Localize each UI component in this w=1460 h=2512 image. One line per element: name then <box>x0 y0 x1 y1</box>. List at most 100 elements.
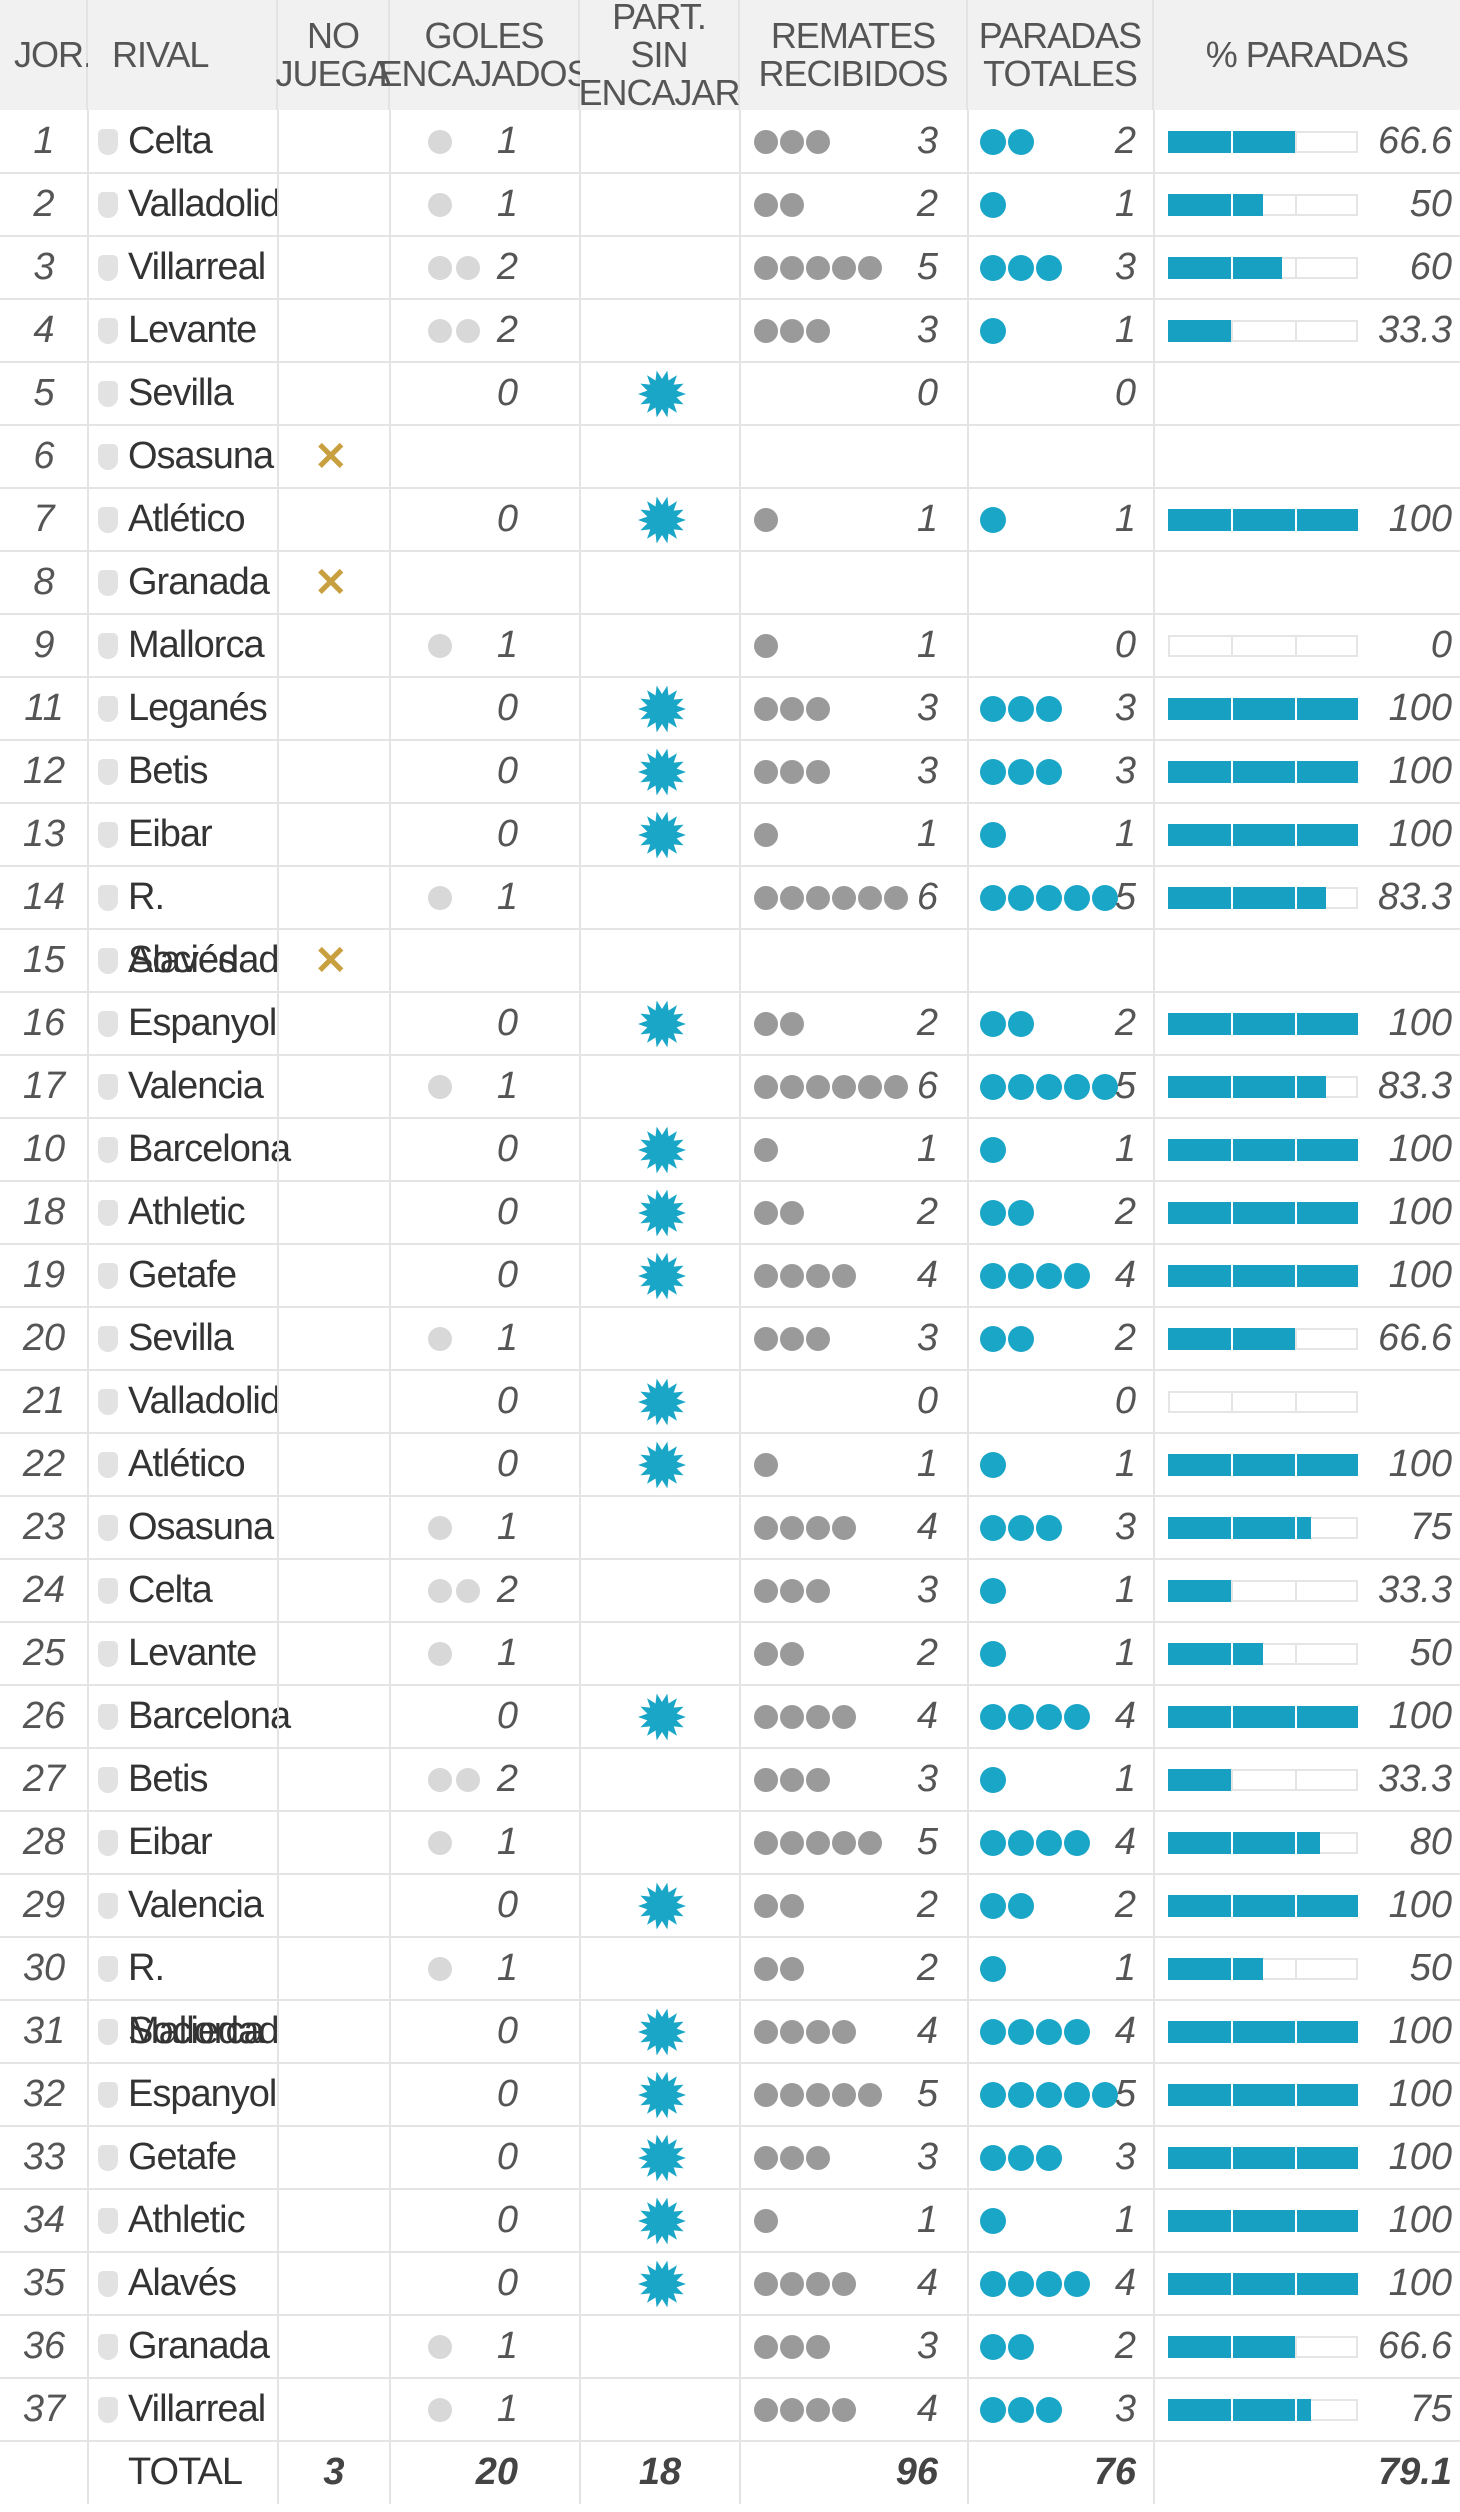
bar-segment-tick <box>1231 2209 1233 2232</box>
shot-dot <box>780 129 804 154</box>
team-crest-icon <box>98 1703 118 1730</box>
goals-conceded-value: 0 <box>496 813 518 855</box>
clean-sheet-starburst-icon <box>638 1000 686 1047</box>
save-pct-value: 100 <box>1388 2010 1452 2052</box>
shots-received-value: 3 <box>916 750 938 792</box>
team-crest-icon <box>98 1892 118 1919</box>
save-dot <box>1064 1829 1090 1856</box>
total-saves-value: 3 <box>1114 1506 1136 1548</box>
round-number: 26 <box>22 1695 66 1737</box>
shot-dot <box>754 1326 778 1351</box>
round-number: 7 <box>33 498 55 540</box>
shot-dot <box>754 1641 778 1666</box>
save-pct-value: 60 <box>1409 246 1452 288</box>
shot-dot <box>832 885 856 910</box>
team-crest-icon <box>98 380 118 407</box>
shot-dot <box>806 696 830 721</box>
save-dot <box>1036 758 1062 785</box>
round-number: 28 <box>22 1821 66 1863</box>
save-pct-bar-fill <box>1168 760 1358 783</box>
rival-name: Getafe <box>128 1254 237 1296</box>
team-crest-icon <box>98 884 118 911</box>
goals-conceded-value: 0 <box>496 1128 518 1170</box>
round-number: 5 <box>33 372 55 414</box>
no-play-cross-icon: ✕ <box>314 560 348 605</box>
shots-received-value: 5 <box>916 2073 938 2115</box>
total-saves-value: 3 <box>1114 2136 1136 2178</box>
save-dot <box>1036 2081 1062 2108</box>
round-number: 30 <box>22 1947 66 1989</box>
goal-dot <box>428 1074 452 1099</box>
team-crest-icon <box>98 317 118 344</box>
header-label: PART. SIN <box>612 0 707 76</box>
bar-segment-tick <box>1231 1327 1233 1350</box>
shots-received-value: 4 <box>916 1506 938 1548</box>
shot-dot <box>754 318 778 343</box>
bar-segment-tick <box>1295 1831 1297 1854</box>
clean-sheet-starburst-icon <box>638 1126 686 1173</box>
goals-conceded-value: 0 <box>496 1254 518 1296</box>
bar-segment-tick <box>1295 1768 1297 1791</box>
shots-received-value: 4 <box>916 1254 938 1296</box>
shot-dot <box>754 2397 778 2422</box>
rival-name: Leganés <box>128 687 268 729</box>
round-number: 20 <box>22 1317 66 1359</box>
bar-segment-tick <box>1231 2020 1233 2043</box>
save-dot <box>1008 254 1034 281</box>
team-crest-icon <box>98 632 118 659</box>
rival-name: Getafe <box>128 2136 237 2178</box>
save-pct-bar-fill <box>1168 2146 1358 2169</box>
bar-segment-tick <box>1231 130 1233 153</box>
rival-name: Osasuna <box>128 1506 274 1548</box>
team-crest-icon <box>98 1325 118 1352</box>
save-dot <box>980 506 1006 533</box>
goal-dot <box>428 885 452 910</box>
shot-dot <box>754 129 778 154</box>
no-play-cross-icon: ✕ <box>314 434 348 479</box>
goal-dot <box>428 1515 452 1540</box>
round-number: 37 <box>22 2388 66 2430</box>
round-number: 12 <box>22 750 66 792</box>
save-dot <box>980 1703 1006 1730</box>
save-pct-bar-fill <box>1168 1264 1358 1287</box>
save-dot <box>980 884 1006 911</box>
column-divider <box>739 110 741 2504</box>
save-dot <box>980 1955 1006 1982</box>
team-crest-icon <box>98 1955 118 1982</box>
team-crest-icon <box>98 2333 118 2360</box>
bar-segment-tick <box>1231 1453 1233 1476</box>
save-dot <box>1092 2081 1118 2108</box>
round-number: 16 <box>22 1002 66 1044</box>
bar-segment-tick <box>1295 1201 1297 1224</box>
shot-dot <box>754 1956 778 1981</box>
shot-dot <box>858 1830 882 1855</box>
save-pct-value: 33.3 <box>1378 1758 1452 1800</box>
team-crest-icon <box>98 1199 118 1226</box>
shot-dot <box>754 1011 778 1036</box>
save-dot <box>980 1577 1006 1604</box>
shots-received-value: 2 <box>916 1884 938 1926</box>
bar-segment-tick <box>1295 130 1297 153</box>
total-saves-value: 0 <box>1114 624 1136 666</box>
row-divider <box>0 1054 1460 1056</box>
bar-segment-tick <box>1231 508 1233 531</box>
header-paradas: PARADAS TOTALES <box>968 0 1154 110</box>
shot-dot <box>806 1515 830 1540</box>
shot-dot <box>832 1074 856 1099</box>
save-dot <box>980 2270 1006 2297</box>
shot-dot <box>754 2082 778 2107</box>
goals-conceded-value: 1 <box>496 1821 518 1863</box>
round-number: 15 <box>22 939 66 981</box>
team-crest-icon <box>98 1640 118 1667</box>
rival-name: Barcelona <box>128 1695 291 1737</box>
save-pct-bar-fill <box>1168 1012 1358 1035</box>
save-pct-bar-fill <box>1168 2209 1358 2232</box>
goal-dot <box>428 633 452 658</box>
save-dot <box>1008 1703 1034 1730</box>
rival-name: Eibar <box>128 1821 213 1863</box>
save-dot <box>1036 2270 1062 2297</box>
save-pct-value: 33.3 <box>1378 1569 1452 1611</box>
shot-dot <box>806 1830 830 1855</box>
save-dot <box>980 128 1006 155</box>
shot-dot <box>780 696 804 721</box>
